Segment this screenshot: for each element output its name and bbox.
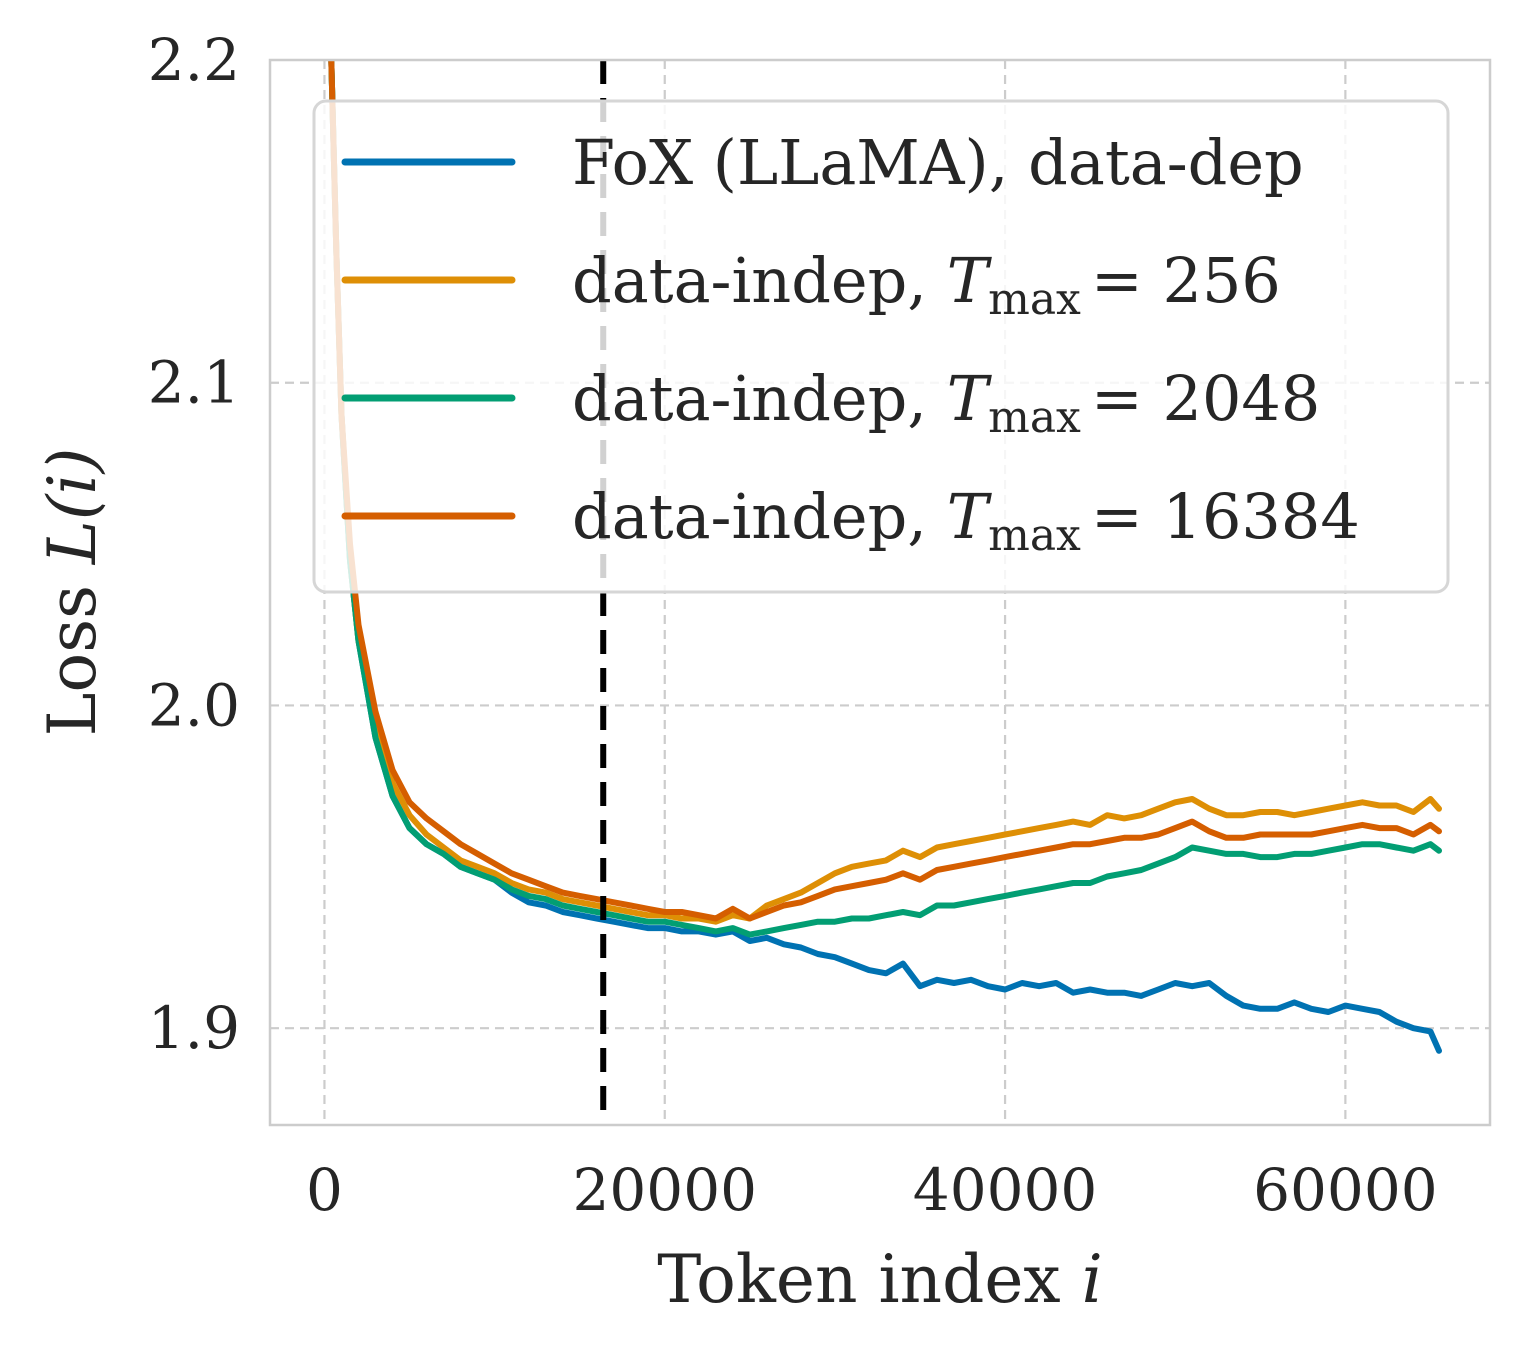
- plot-frame: [268, 58, 1492, 1127]
- x-tick-labels: 0 20000 40000 60000: [306, 1156, 1438, 1224]
- series-line-1: [328, 60, 1442, 925]
- y-tick-labels: 1.9 2.0 2.1 2.2: [148, 26, 240, 1062]
- y-axis-label: Loss L(i): [34, 448, 111, 737]
- legend: FoX (LLaMA), data-dep data-indep, Tmax = 2…: [312, 99, 1450, 594]
- x-tick-label: 60000: [1253, 1156, 1438, 1224]
- x-tick-label: 20000: [572, 1156, 757, 1224]
- legend-label: data-indep, Tmax = 2048: [572, 362, 1320, 443]
- series-line-3: [328, 60, 1442, 922]
- y-tick-label: 2.2: [148, 26, 240, 94]
- legend-item: data-indep, Tmax = 16384: [341, 480, 1360, 561]
- x-axis-label-text: Token index: [657, 1241, 1060, 1318]
- x-tick-label: 40000: [913, 1156, 1098, 1224]
- legend-item: FoX (LLaMA), data-dep: [341, 126, 1304, 199]
- legend-item: data-indep, Tmax = 256: [341, 244, 1281, 325]
- y-axis-label-text: Loss: [34, 585, 111, 736]
- y-axis-label-var: L(i): [34, 448, 111, 565]
- x-axis-label: Token index i: [657, 1241, 1102, 1318]
- y-tick-label: 2.1: [148, 349, 240, 417]
- series-lines: [328, 60, 1442, 1054]
- legend-item: data-indep, Tmax = 2048: [341, 362, 1320, 443]
- y-tick-label: 1.9: [148, 994, 240, 1062]
- legend-label: FoX (LLaMA), data-dep: [572, 126, 1304, 199]
- series-line-2: [328, 60, 1442, 938]
- legend-box: [312, 99, 1450, 594]
- legend-label: data-indep, Tmax = 16384: [572, 480, 1360, 561]
- x-tick-label: 0: [306, 1156, 343, 1224]
- legend-label: data-indep, Tmax = 256: [572, 244, 1281, 325]
- x-axis-label-var: i: [1082, 1241, 1103, 1318]
- y-tick-label: 2.0: [148, 671, 240, 739]
